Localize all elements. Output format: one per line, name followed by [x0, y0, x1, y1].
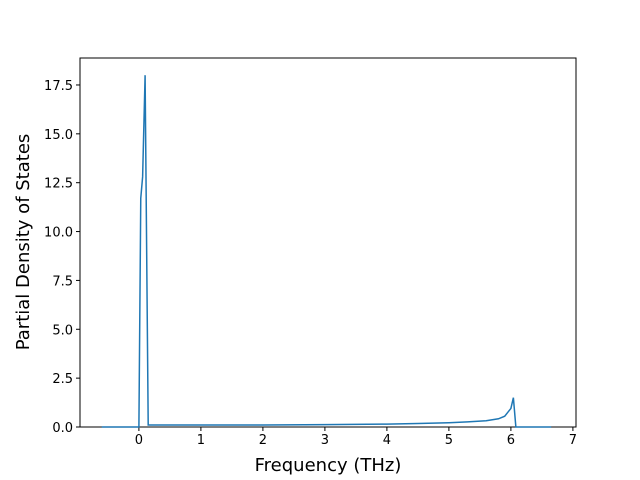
y-tick-label: 10.0	[44, 226, 73, 241]
x-tick-label: 3	[321, 433, 329, 448]
y-tick-label: 12.5	[44, 177, 73, 192]
x-axis-label: Frequency (THz)	[255, 455, 402, 476]
y-tick-label: 0.0	[52, 421, 73, 436]
x-tick-label: 1	[197, 433, 205, 448]
y-tick-label: 5.0	[52, 323, 73, 338]
x-tick-label: 7	[569, 433, 577, 448]
axes-frame	[79, 57, 577, 428]
x-tick-label: 0	[135, 433, 143, 448]
line	[101, 75, 552, 428]
x-tick-label: 2	[259, 433, 267, 448]
y-tick-label: 7.5	[52, 274, 73, 289]
y-tick-label: 17.5	[44, 79, 73, 94]
y-axis-label: Partial Density of States	[13, 134, 34, 351]
x-tick-label: 5	[445, 433, 453, 448]
y-tick-label: 2.5	[52, 372, 73, 387]
x-tick-label: 4	[383, 433, 391, 448]
x-tick-label: 6	[507, 433, 515, 448]
y-tick-label: 15.0	[44, 128, 73, 143]
